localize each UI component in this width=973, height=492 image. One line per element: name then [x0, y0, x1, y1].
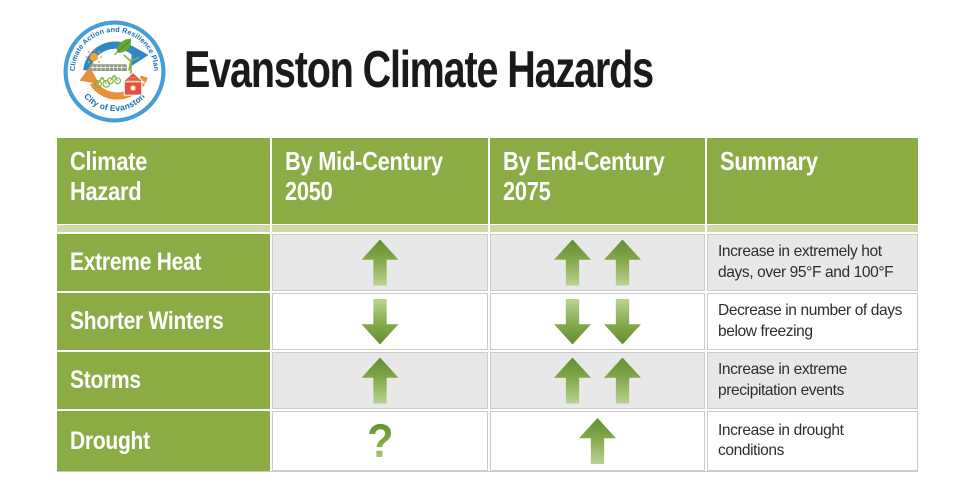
table-header-row: Climate Hazard By Mid-Century 2050 By End-…: [57, 138, 918, 224]
logo-leaf-icon: [114, 38, 132, 56]
up-arrow-icon: [579, 418, 616, 464]
end-century-cell-drought: [490, 411, 705, 471]
down-arrow-icon: [604, 298, 641, 345]
hazard-label: Extreme Heat: [70, 248, 202, 276]
end-century-cell-shorter-winters: [490, 293, 705, 350]
up-arrow-icon: [554, 357, 591, 404]
table-row-drought: Drought? Increase in drought conditions: [57, 411, 918, 471]
mid-century-cell-storms: [272, 352, 488, 409]
up-arrow-icon: [604, 357, 641, 404]
down-arrow-icon: [554, 298, 591, 345]
header-divider-segment: [707, 225, 918, 232]
logo-train-icon: [89, 64, 127, 71]
logo-bicycles-icon: [94, 74, 122, 88]
summary-cell-shorter-winters: Decrease in number of days below freezin…: [707, 293, 918, 350]
logo-blue-arrowhead-icon: [130, 45, 149, 67]
hazard-cell-drought: Drought: [57, 411, 270, 471]
up-arrow-icon: [604, 239, 641, 286]
header-divider-segment: [57, 225, 270, 232]
logo-house-icon: [120, 71, 146, 96]
hazard-cell-storms: Storms: [57, 352, 270, 409]
summary-text: Increase in extreme precipitation events: [718, 361, 847, 399]
down-arrow-icon: [361, 298, 399, 345]
summary-cell-storms: Increase in extreme precipitation events: [707, 352, 918, 409]
end-century-cell-extreme-heat: [490, 234, 705, 291]
header-divider: [57, 225, 918, 232]
summary-cell-drought: Increase in drought conditions: [707, 411, 918, 471]
hazard-cell-shorter-winters: Shorter Winters: [57, 293, 270, 350]
hazard-cell-extreme-heat: Extreme Heat: [57, 234, 270, 291]
up-arrow-icon: [361, 239, 399, 286]
summary-cell-extreme-heat: Increase in extremely hot days, over 95°…: [707, 234, 918, 291]
column-header-label: Climate Hazard: [70, 146, 148, 206]
header-divider-segment: [272, 225, 488, 232]
city-of-evanston-logo: Climate Action and Resilience Plan City …: [63, 20, 166, 123]
column-header-climate-hazard: Climate Hazard: [57, 138, 270, 224]
question-mark-icon: ?: [366, 414, 394, 467]
summary-text: Increase in drought conditions: [718, 421, 844, 459]
column-header-summary: Summary: [707, 138, 918, 224]
column-header-label: By End-Century 2075: [503, 146, 665, 206]
hazard-label: Shorter Winters: [70, 307, 224, 335]
column-header-end-century: By End-Century 2075: [490, 138, 705, 224]
page-title: Evanston Climate Hazards: [184, 41, 654, 99]
logo-ring: [63, 20, 166, 123]
summary-text: Decrease in number of days below freezin…: [718, 302, 903, 340]
end-century-cell-storms: [490, 352, 705, 409]
mid-century-cell-extreme-heat: [272, 234, 488, 291]
header-divider-segment: [490, 225, 705, 232]
up-arrow-icon: [361, 357, 399, 404]
logo-sun-icon: [85, 48, 103, 66]
summary-text: Increase in extremely hot days, over 95°…: [718, 243, 894, 281]
mid-century-cell-shorter-winters: [272, 293, 488, 350]
table-body: Extreme Heat Increase in extremely hot da…: [57, 234, 918, 471]
table-row-extreme-heat: Extreme Heat Increase in extremely hot da…: [57, 234, 918, 291]
table-row-storms: Storms Increase in extreme precipitation …: [57, 352, 918, 409]
logo-orange-arrowhead-icon: [79, 66, 100, 84]
column-header-label: By Mid-Century 2050: [285, 146, 443, 206]
column-header-mid-century: By Mid-Century 2050: [272, 138, 488, 224]
climate-hazards-table: Climate Hazard By Mid-Century 2050 By End-…: [57, 138, 918, 472]
hazard-label: Storms: [70, 366, 141, 394]
up-arrow-icon: [554, 239, 591, 286]
mid-century-cell-drought: ?: [272, 411, 488, 471]
column-header-label: Summary: [720, 146, 818, 176]
table-row-shorter-winters: Shorter Winters Decrease in number of day…: [57, 293, 918, 350]
hazard-label: Drought: [70, 426, 150, 455]
